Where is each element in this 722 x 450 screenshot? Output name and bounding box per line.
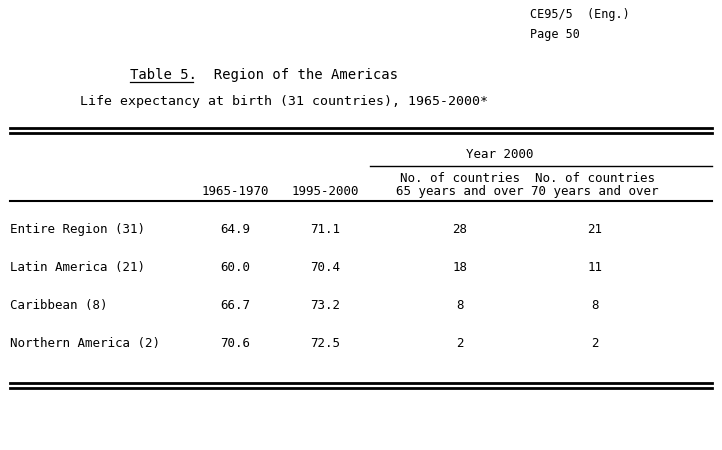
Text: Caribbean (8): Caribbean (8) [10,299,108,312]
Text: 65 years and over: 65 years and over [396,185,523,198]
Text: Year 2000: Year 2000 [466,148,534,161]
Text: 71.1: 71.1 [310,223,340,236]
Text: 21: 21 [588,223,602,236]
Text: Latin America (21): Latin America (21) [10,261,145,274]
Text: 2: 2 [591,337,599,350]
Text: 1995-2000: 1995-2000 [291,185,359,198]
Text: No. of countries: No. of countries [535,172,655,185]
Text: CE95/5  (Eng.)
Page 50: CE95/5 (Eng.) Page 50 [530,8,630,41]
Text: 70.6: 70.6 [220,337,250,350]
Text: 28: 28 [453,223,468,236]
Text: 8: 8 [456,299,464,312]
Text: 64.9: 64.9 [220,223,250,236]
Text: 60.0: 60.0 [220,261,250,274]
Text: 70.4: 70.4 [310,261,340,274]
Text: Table 5.  Region of the Americas: Table 5. Region of the Americas [130,68,398,82]
Text: Northern America (2): Northern America (2) [10,337,160,350]
Text: No. of countries: No. of countries [400,172,520,185]
Text: 70 years and over: 70 years and over [531,185,658,198]
Text: 8: 8 [591,299,599,312]
Text: 72.5: 72.5 [310,337,340,350]
Text: 2: 2 [456,337,464,350]
Text: 18: 18 [453,261,468,274]
Text: Entire Region (31): Entire Region (31) [10,223,145,236]
Text: 11: 11 [588,261,602,274]
Text: 1965-1970: 1965-1970 [201,185,269,198]
Text: 66.7: 66.7 [220,299,250,312]
Text: 73.2: 73.2 [310,299,340,312]
Text: Life expectancy at birth (31 countries), 1965-2000*: Life expectancy at birth (31 countries),… [80,95,488,108]
